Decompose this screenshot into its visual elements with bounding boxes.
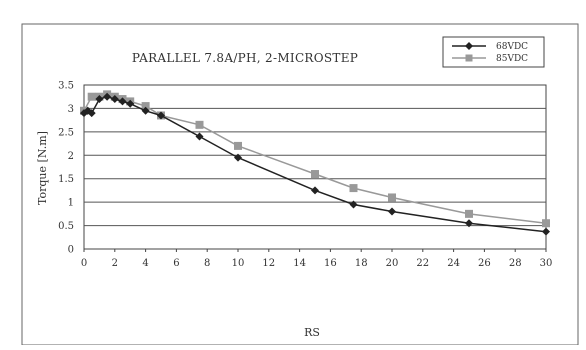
x-tick-label: 4 bbox=[142, 258, 148, 269]
data-point-68vdc bbox=[195, 132, 204, 141]
data-point-68vdc bbox=[542, 227, 550, 236]
data-point-68vdc bbox=[349, 200, 358, 209]
x-tick-label: 24 bbox=[447, 258, 460, 269]
y-tick-label: 2 bbox=[68, 151, 74, 162]
grid-lines bbox=[84, 107, 546, 227]
data-point-68vdc bbox=[388, 207, 396, 216]
data-point-68vdc bbox=[157, 111, 165, 120]
data-point-68vdc bbox=[87, 109, 96, 118]
data-point-85vdc bbox=[87, 92, 96, 101]
data-point-85vdc bbox=[311, 170, 319, 179]
data-point-68vdc bbox=[110, 95, 119, 104]
data-point-85vdc bbox=[388, 193, 396, 202]
x-tick-label: 26 bbox=[478, 258, 491, 269]
y-axis-title: Torque [N.m] bbox=[36, 131, 49, 205]
x-axis-title: RS bbox=[304, 326, 320, 339]
tick-labels: 00.511.522.533.50 2 4 6 8 10 12 14 16 18 20 22 24 26 2… bbox=[58, 81, 552, 270]
x-tick-label: 12 bbox=[262, 258, 275, 269]
y-tick-label: 1.5 bbox=[58, 174, 74, 185]
legend-marker-68vdc bbox=[465, 42, 473, 50]
x-tick-label: 28 bbox=[509, 258, 522, 269]
data-point-68vdc bbox=[141, 106, 150, 115]
x-tick-label: 10 bbox=[232, 258, 245, 269]
legend-marker-85vdc bbox=[465, 54, 473, 62]
x-tick-label: 18 bbox=[355, 258, 368, 269]
data-point-85vdc bbox=[195, 120, 204, 129]
data-point-85vdc bbox=[234, 141, 242, 150]
x-tick-label: 0 bbox=[81, 258, 87, 269]
data-point-68vdc bbox=[95, 95, 104, 104]
x-tick-label: 16 bbox=[324, 258, 337, 269]
data-point-68vdc bbox=[103, 92, 112, 101]
x-tick-label: 14 bbox=[293, 258, 306, 269]
legend: 68VDC 85VDC bbox=[442, 36, 545, 68]
y-tick-label: 3 bbox=[68, 104, 74, 115]
data-point-85vdc bbox=[465, 209, 473, 218]
y-tick-label: 0.5 bbox=[58, 221, 74, 232]
y-tick-label: 2.5 bbox=[58, 127, 74, 138]
x-tick-label: 6 bbox=[173, 258, 179, 269]
y-tick-label: 0 bbox=[68, 245, 74, 256]
data-point-68vdc bbox=[465, 219, 473, 228]
data-point-68vdc bbox=[126, 99, 135, 108]
series-layer bbox=[80, 90, 550, 236]
data-point-85vdc bbox=[542, 219, 550, 228]
data-point-68vdc bbox=[234, 153, 242, 162]
data-point-68vdc bbox=[118, 97, 127, 106]
data-point-68vdc bbox=[311, 186, 319, 195]
x-tick-label: 8 bbox=[204, 258, 210, 269]
x-tick-label: 30 bbox=[540, 258, 553, 269]
data-point-85vdc bbox=[141, 102, 150, 111]
x-tick-label: 20 bbox=[386, 258, 399, 269]
y-tick-label: 1 bbox=[68, 198, 74, 209]
x-tick-label: 2 bbox=[112, 258, 118, 269]
x-tick-label: 22 bbox=[416, 258, 429, 269]
chart-title: PARALLEL 7.8A/PH, 2-MICROSTEP bbox=[132, 51, 358, 65]
legend-box bbox=[442, 36, 545, 68]
data-point-85vdc bbox=[349, 184, 358, 193]
legend-label-85vdc: 85VDC bbox=[496, 54, 528, 64]
y-tick-label: 3.5 bbox=[58, 81, 74, 92]
legend-label-68vdc: 68VDC bbox=[496, 42, 528, 52]
